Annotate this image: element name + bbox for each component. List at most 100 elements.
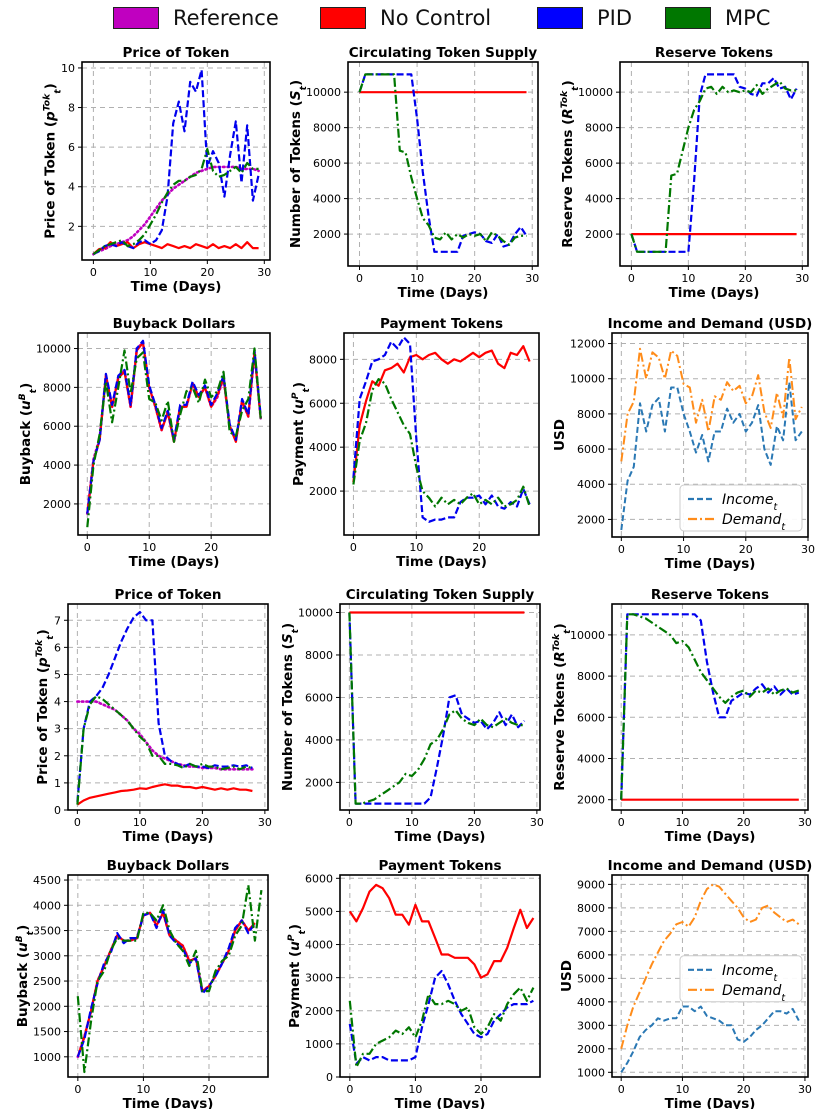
x-tick-label: 20 bbox=[737, 816, 751, 829]
y-axis-label: Buyback (uBt) bbox=[17, 383, 39, 486]
legend-item-reference: Reference bbox=[113, 6, 279, 30]
chart-p7: 0 10 20 30 0 1 2 3 4 5 6 7 Price of Token Time (Days)… bbox=[34, 587, 272, 845]
y-tick-label: 1000 bbox=[577, 1066, 605, 1079]
x-tick-label: 0 bbox=[350, 541, 357, 554]
x-axis-label: Time (Days) bbox=[131, 279, 222, 295]
y-tick-label: 4000 bbox=[577, 753, 605, 766]
y-axis-label: Reserve Tokens (RTokt) bbox=[559, 80, 581, 248]
x-tick-label: 20 bbox=[195, 816, 209, 829]
chart-title: Circulating Token Supply bbox=[349, 45, 538, 61]
y-axis-label: Payment (uPt) bbox=[289, 382, 311, 486]
y-tick-label: 2 bbox=[68, 220, 75, 233]
y-tick-label: 1500 bbox=[33, 1026, 61, 1039]
legend-swatch-no-control bbox=[320, 7, 366, 29]
y-tick-label: 10 bbox=[61, 62, 75, 75]
y-tick-label: 3000 bbox=[577, 1019, 605, 1032]
plot-area bbox=[68, 604, 268, 810]
chart-title: Reserve Tokens bbox=[655, 45, 773, 61]
x-tick-label: 30 bbox=[257, 266, 271, 279]
y-tick-label: 4500 bbox=[33, 874, 61, 887]
y-tick-label: 4000 bbox=[585, 193, 613, 206]
y-tick-label: 8000 bbox=[585, 122, 613, 135]
y-tick-label: 4000 bbox=[305, 939, 333, 952]
series-line-mpc bbox=[352, 378, 531, 508]
y-tick-label: 10000 bbox=[306, 86, 341, 99]
axes-frame bbox=[81, 61, 271, 261]
y-axis-label: Number of Tokens (St) bbox=[288, 80, 309, 248]
axes-frame bbox=[77, 332, 271, 536]
series-line-mpc bbox=[76, 695, 253, 805]
y-tick-label: 10000 bbox=[298, 606, 333, 619]
y-tick-label: 9000 bbox=[577, 878, 605, 891]
x-axis-label: Time (Days) bbox=[398, 285, 489, 301]
axes-frame bbox=[611, 603, 809, 811]
legend-item-pid: PID bbox=[537, 6, 632, 30]
chart-p11: 0 10 20 0 1000 2000 3000 4000 5000 6000 Payment To… bbox=[285, 858, 541, 1109]
x-axis-label: Time (Days) bbox=[396, 554, 487, 570]
x-tick-label: 10 bbox=[136, 1083, 150, 1096]
y-tick-label: 1000 bbox=[33, 1051, 61, 1064]
x-tick-label: 30 bbox=[530, 816, 544, 829]
series-line-income-t bbox=[620, 1005, 800, 1073]
y-tick-label: 0 bbox=[326, 1071, 333, 1084]
x-axis-label: Time (Days) bbox=[129, 554, 220, 570]
x-tick-label: 0 bbox=[346, 816, 353, 829]
y-tick-label: 3000 bbox=[305, 972, 333, 985]
axes-frame bbox=[343, 332, 540, 536]
plot-area bbox=[340, 604, 540, 810]
y-tick-label: 2500 bbox=[33, 975, 61, 988]
y-tick-label: 6000 bbox=[577, 949, 605, 962]
series-line-reference bbox=[92, 165, 260, 256]
y-tick-label: 8000 bbox=[577, 902, 605, 915]
x-tick-label: 0 bbox=[90, 266, 97, 279]
axes-frame bbox=[67, 874, 269, 1078]
series-line-mpc bbox=[92, 148, 259, 256]
plot-area bbox=[340, 875, 540, 1077]
x-tick-label: 20 bbox=[467, 816, 481, 829]
legend-item-no-control: No Control bbox=[320, 6, 491, 30]
y-tick-label: 2000 bbox=[577, 513, 605, 526]
y-tick-label: 4 bbox=[68, 181, 75, 194]
series-line-pid bbox=[348, 969, 534, 1065]
x-axis-label: Time (Days) bbox=[395, 829, 486, 845]
chart-p6: 0 10 20 30 2000 4000 6000 8000 10000 12000Income … bbox=[552, 316, 815, 572]
y-tick-label: 1000 bbox=[305, 1038, 333, 1051]
y-tick-label: 8000 bbox=[43, 381, 71, 394]
y-tick-label: 6000 bbox=[577, 443, 605, 456]
y-tick-label: 6000 bbox=[305, 691, 333, 704]
y-axis-label: Price of Token (pTokt) bbox=[34, 629, 56, 785]
y-tick-label: 8 bbox=[68, 102, 75, 115]
y-axis-label: USD bbox=[552, 419, 568, 451]
y-tick-label: 2 bbox=[54, 750, 61, 763]
series-line-pid bbox=[352, 336, 531, 523]
series-line-no-control bbox=[348, 883, 535, 979]
x-tick-label: 20 bbox=[200, 266, 214, 279]
x-tick-label: 30 bbox=[258, 816, 272, 829]
x-tick-label: 10 bbox=[681, 272, 695, 285]
y-tick-label: 4000 bbox=[43, 459, 71, 472]
x-tick-label: 10 bbox=[409, 541, 423, 554]
y-tick-label: 7000 bbox=[577, 925, 605, 938]
plot-area bbox=[348, 62, 538, 266]
x-tick-label: 0 bbox=[346, 1083, 353, 1096]
x-tick-label: 20 bbox=[739, 543, 753, 556]
y-tick-label: 5000 bbox=[577, 972, 605, 985]
x-axis-label: Time (Days) bbox=[123, 829, 214, 845]
x-tick-label: 0 bbox=[74, 1083, 81, 1096]
chart-legend-label: Incomet bbox=[722, 963, 779, 984]
series-line-income-t bbox=[620, 381, 803, 531]
y-tick-label: 2000 bbox=[585, 228, 613, 241]
chart-title: Buyback Dollars bbox=[113, 316, 236, 332]
chart-title: Income and Demand (USD) bbox=[608, 316, 813, 332]
series-line-pid bbox=[620, 613, 800, 800]
chart-title: Price of Token bbox=[115, 587, 222, 603]
y-tick-label: 3500 bbox=[33, 925, 61, 938]
axes-frame bbox=[611, 874, 809, 1078]
y-tick-label: 1 bbox=[54, 777, 61, 790]
y-tick-label: 6 bbox=[54, 641, 61, 654]
plot-area bbox=[82, 62, 270, 260]
y-axis-label: Number of Tokens (St) bbox=[280, 623, 301, 791]
y-tick-label: 8000 bbox=[577, 670, 605, 683]
